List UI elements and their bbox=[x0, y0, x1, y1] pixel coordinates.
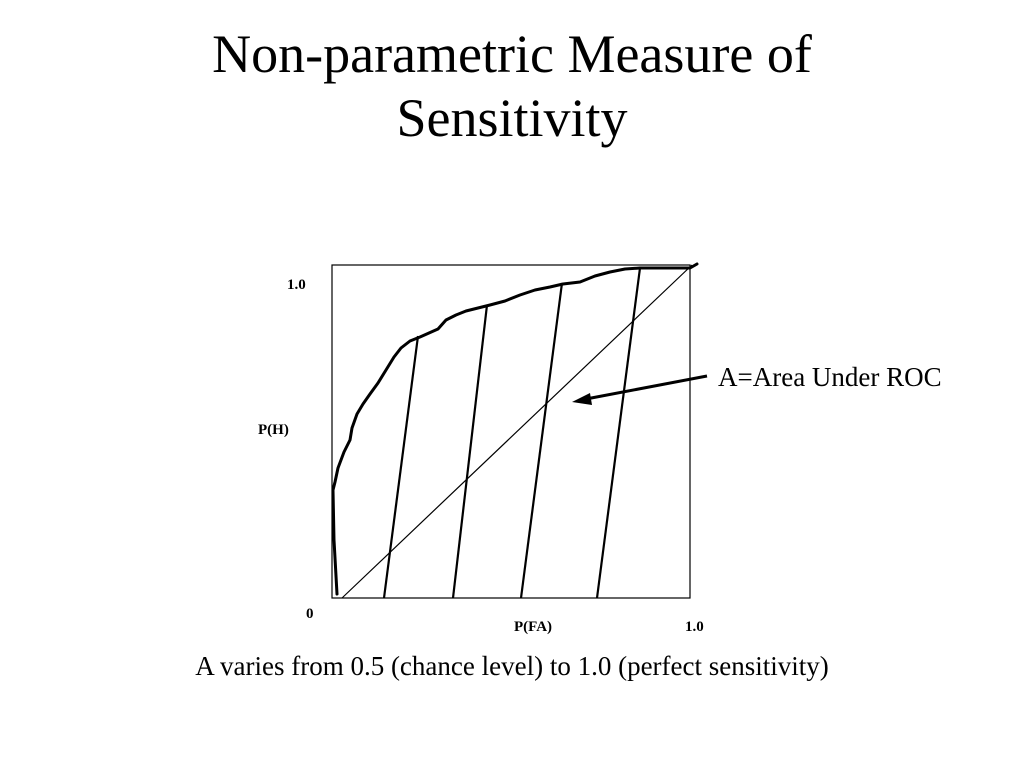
slide-title-line-2: Sensitivity bbox=[396, 88, 628, 148]
area-annotation: A=Area Under ROC bbox=[718, 362, 942, 392]
slide-title: Non-parametric Measure of Sensitivity bbox=[112, 22, 912, 150]
plot-frame bbox=[331, 264, 691, 599]
roc-curve bbox=[331, 262, 699, 596]
annotation-arrow-head bbox=[572, 393, 592, 405]
annotation-arrow-line bbox=[585, 374, 708, 401]
area-hatch-line bbox=[451, 304, 489, 599]
slide-caption: A varies from 0.5 (chance level) to 1.0 … bbox=[195, 651, 829, 681]
x-right-tick-label: 1.0 bbox=[685, 619, 704, 635]
chance-diagonal-line bbox=[341, 264, 693, 599]
origin-tick-label: 0 bbox=[306, 606, 314, 622]
y-axis-label: P(H) bbox=[258, 422, 289, 438]
area-hatch-line bbox=[382, 335, 420, 599]
area-hatch-line bbox=[595, 267, 642, 599]
slide-title-line-1: Non-parametric Measure of bbox=[212, 24, 812, 84]
x-axis-label: P(FA) bbox=[514, 619, 552, 635]
area-hatch-line bbox=[519, 282, 564, 599]
y-top-tick-label: 1.0 bbox=[287, 277, 306, 293]
